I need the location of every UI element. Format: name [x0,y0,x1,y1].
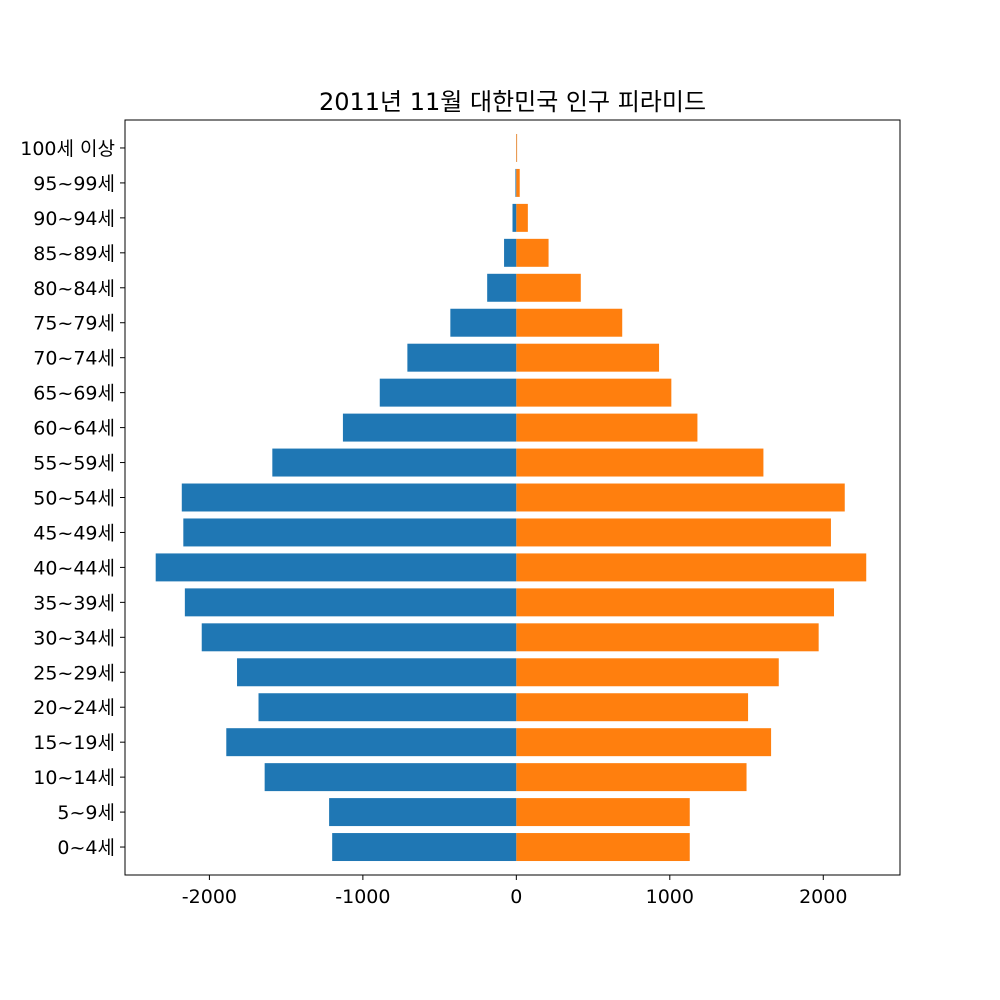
y-tick-label: 5~9세 [57,802,115,824]
y-tick-label: 50~54세 [33,488,115,510]
bar-right-20 [516,133,518,162]
bar-left-16 [487,273,517,302]
bar-right-18 [516,203,528,232]
y-tick-label: 75~79세 [33,313,115,335]
y-tick-label: 25~29세 [33,662,115,684]
bar-right-4 [516,693,749,722]
x-tick-label: -1000 [335,886,390,908]
chart-title: 2011년 11월 대한민국 인구 피라미드 [319,88,706,116]
bar-left-0 [332,833,517,862]
y-tick-label: 40~44세 [33,557,115,579]
bar-left-15 [450,308,517,337]
y-tick-label: 30~34세 [33,627,115,649]
bar-right-11 [516,448,764,477]
bar-right-19 [516,168,520,197]
bars-group [155,133,867,862]
bar-right-16 [516,273,581,302]
y-tick-label: 10~14세 [33,767,115,789]
bar-right-5 [516,658,779,687]
bar-left-2 [264,763,517,792]
bar-right-17 [516,238,549,267]
y-tick-label: 0~4세 [57,837,115,859]
bar-right-13 [516,378,672,407]
y-tick-label: 100세 이상 [20,138,115,160]
bar-right-1 [516,798,690,827]
bar-right-0 [516,833,690,862]
bar-left-3 [226,728,517,757]
bar-left-19 [515,168,517,197]
y-tick-label: 85~89세 [33,243,115,265]
y-tick-label: 80~84세 [33,278,115,300]
y-axis: 0~4세 5~9세 10~14세 15~19세 20~24세 25~29세 30~34세 35… [20,138,125,859]
bar-left-6 [201,623,517,652]
y-tick-label: 95~99세 [33,173,115,195]
bar-left-8 [155,553,517,582]
y-tick-label: 70~74세 [33,348,115,370]
plot-frame [124,119,901,876]
y-tick-label: 15~19세 [33,732,115,754]
bar-left-10 [181,483,517,512]
bar-left-18 [512,203,517,232]
x-tick-label: 1000 [646,886,694,908]
bar-left-4 [258,693,517,722]
y-tick-label: 55~59세 [33,453,115,475]
y-tick-label: 35~39세 [33,592,115,614]
x-tick-label: 0 [510,886,522,908]
y-tick-label: 45~49세 [33,522,115,544]
bar-left-17 [504,238,517,267]
bar-right-10 [516,483,845,512]
bar-right-9 [516,518,831,547]
bar-right-7 [516,588,835,617]
bar-left-12 [342,413,517,442]
bar-right-14 [516,343,660,372]
bar-left-11 [272,448,517,477]
bar-right-8 [516,553,867,582]
y-tick-label: 20~24세 [33,697,115,719]
y-tick-label: 90~94세 [33,208,115,230]
bar-left-7 [184,588,517,617]
bar-left-1 [329,798,517,827]
x-axis: -2000 -1000 0 1000 2000 [182,875,847,908]
bar-right-2 [516,763,747,792]
y-tick-label: 60~64세 [33,418,115,440]
x-tick-label: -2000 [182,886,237,908]
bar-right-12 [516,413,698,442]
bar-right-6 [516,623,819,652]
bar-left-5 [237,658,517,687]
bar-right-3 [516,728,772,757]
bar-left-9 [183,518,517,547]
bar-left-14 [407,343,517,372]
x-tick-label: 2000 [799,886,847,908]
bar-right-15 [516,308,623,337]
y-tick-label: 65~69세 [33,383,115,405]
bar-left-13 [379,378,517,407]
